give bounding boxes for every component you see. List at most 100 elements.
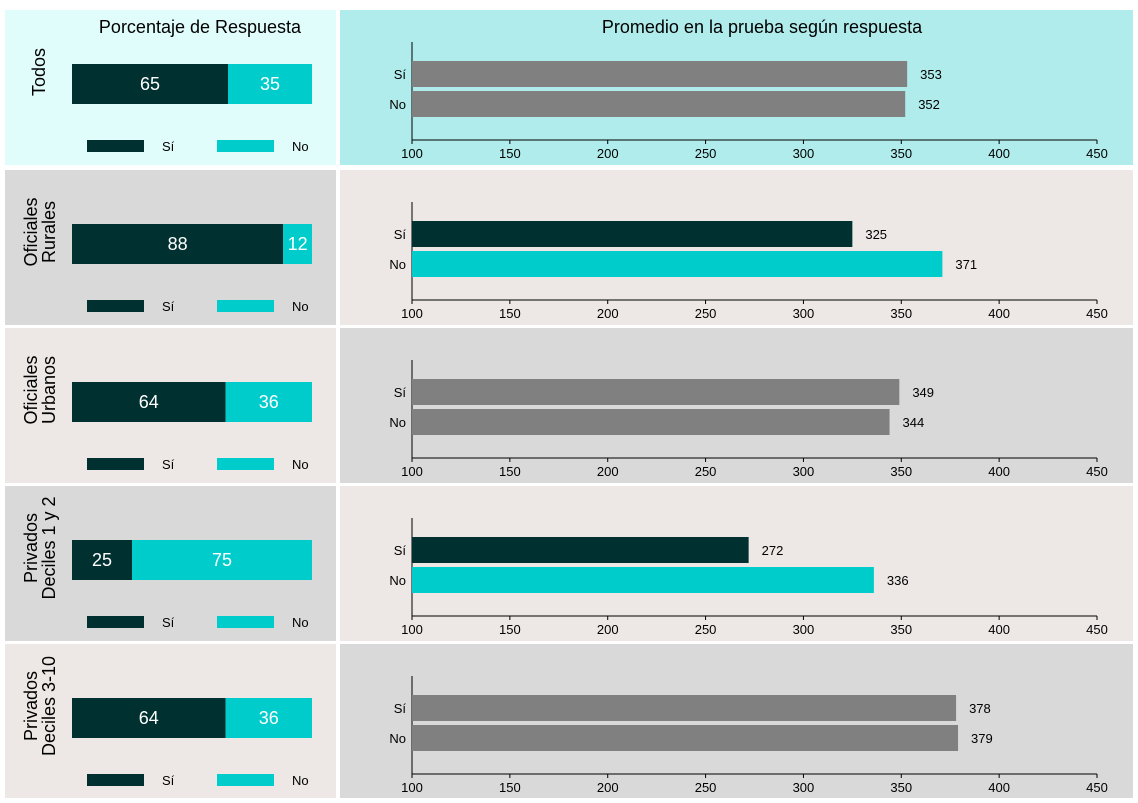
x-tick-label: 350: [890, 146, 912, 161]
x-tick-label: 250: [695, 464, 717, 479]
score-bar-yes: [412, 221, 853, 247]
legend-label-yes: Sí: [162, 457, 175, 472]
x-tick-label: 300: [793, 306, 815, 321]
right-panel-bg: [340, 10, 1133, 165]
x-tick-label: 350: [890, 306, 912, 321]
panel-4: PrivadosDeciles 1 y 2 25 75 Sí No 100 150 200 25…: [21, 496, 1108, 637]
pct-label-yes: 25: [92, 550, 112, 570]
pct-bar-yes: [72, 64, 228, 104]
pct-bar-no: [283, 224, 312, 264]
category-label: Sí: [394, 227, 407, 242]
pct-bar-yes: [72, 224, 284, 264]
legend-swatch-no: [217, 300, 274, 312]
score-bar-yes: [412, 379, 900, 405]
x-tick-label: 300: [793, 780, 815, 795]
score-value-label: 272: [762, 543, 784, 558]
group-label: OficialesUrbanos: [21, 355, 59, 424]
legend-label-no: No: [292, 139, 309, 154]
group-label-line: Privados: [21, 513, 41, 583]
category-label: Sí: [394, 701, 407, 716]
group-label-line: Urbanos: [39, 356, 59, 424]
panel-2: OficialesRurales 88 12 Sí No 100 150 200 250 300 3…: [21, 197, 1108, 321]
legend-swatch-no: [217, 140, 274, 152]
x-tick-label: 300: [793, 146, 815, 161]
pct-label-yes: 88: [168, 234, 188, 254]
x-tick-label: 350: [890, 464, 912, 479]
x-tick-label: 150: [499, 622, 521, 637]
score-value-label: 378: [969, 701, 991, 716]
pct-label-no: 36: [259, 392, 279, 412]
legend-label-no: No: [292, 299, 309, 314]
x-tick-label: 300: [793, 464, 815, 479]
score-value-label: 349: [912, 385, 934, 400]
panel-5: PrivadosDeciles 3-10 64 36 Sí No 100 150 200 250…: [21, 656, 1108, 795]
pct-label-no: 75: [212, 550, 232, 570]
category-label: No: [389, 257, 406, 272]
group-label-line: Todos: [29, 48, 49, 96]
pct-label-yes: 64: [139, 708, 159, 728]
x-tick-label: 200: [597, 146, 619, 161]
score-value-label: 336: [887, 573, 909, 588]
score-value-label: 353: [920, 67, 942, 82]
legend-label-no: No: [292, 773, 309, 788]
score-bar-no: [412, 251, 943, 277]
group-label: PrivadosDeciles 3-10: [21, 656, 59, 756]
x-tick-label: 100: [401, 622, 423, 637]
right-panel-bg: [340, 486, 1133, 641]
legend-label-yes: Sí: [162, 773, 175, 788]
category-label: No: [389, 731, 406, 746]
x-tick-label: 250: [695, 622, 717, 637]
x-tick-label: 100: [401, 306, 423, 321]
group-label-line: Deciles 3-10: [39, 656, 59, 756]
x-tick-label: 450: [1086, 622, 1108, 637]
pct-bar-no: [225, 382, 312, 422]
pct-bar-yes: [72, 698, 226, 738]
legend-label-yes: Sí: [162, 299, 175, 314]
x-tick-label: 100: [401, 780, 423, 795]
x-tick-label: 200: [597, 306, 619, 321]
x-tick-label: 150: [499, 780, 521, 795]
legend-swatch-yes: [87, 458, 144, 470]
category-label: No: [389, 573, 406, 588]
right-header: Promedio en la prueba según respuesta: [602, 17, 923, 37]
pct-label-yes: 65: [140, 74, 160, 94]
pct-label-no: 12: [288, 234, 308, 254]
score-bar-yes: [412, 537, 749, 563]
score-value-label: 371: [955, 257, 977, 272]
score-bar-yes: [412, 61, 908, 87]
pct-bar-no: [228, 64, 312, 104]
category-label: Sí: [394, 543, 407, 558]
pct-label-no: 36: [259, 708, 279, 728]
legend-swatch-no: [217, 774, 274, 786]
x-tick-label: 350: [890, 780, 912, 795]
x-tick-label: 450: [1086, 780, 1108, 795]
category-label: No: [389, 415, 406, 430]
x-tick-label: 200: [597, 464, 619, 479]
category-label: No: [389, 97, 406, 112]
category-label: Sí: [394, 67, 407, 82]
pct-bar-no: [132, 540, 312, 580]
x-tick-label: 350: [890, 622, 912, 637]
score-bar-no: [412, 91, 906, 117]
group-label: Todos: [29, 48, 49, 96]
x-tick-label: 150: [499, 464, 521, 479]
right-panel-bg: [340, 328, 1133, 483]
x-tick-label: 250: [695, 146, 717, 161]
pct-label-yes: 64: [139, 392, 159, 412]
score-value-label: 344: [903, 415, 925, 430]
legend-swatch-yes: [87, 774, 144, 786]
x-tick-label: 100: [401, 146, 423, 161]
legend-label-yes: Sí: [162, 139, 175, 154]
x-tick-label: 400: [988, 306, 1010, 321]
x-tick-label: 400: [988, 622, 1010, 637]
panel-backgrounds: [5, 10, 1133, 799]
x-tick-label: 150: [499, 306, 521, 321]
score-value-label: 352: [918, 97, 940, 112]
right-panel-bg: [340, 644, 1133, 799]
pct-label-no: 35: [260, 74, 280, 94]
score-bar-no: [412, 725, 959, 751]
x-tick-label: 300: [793, 622, 815, 637]
score-value-label: 325: [865, 227, 887, 242]
x-tick-label: 450: [1086, 464, 1108, 479]
